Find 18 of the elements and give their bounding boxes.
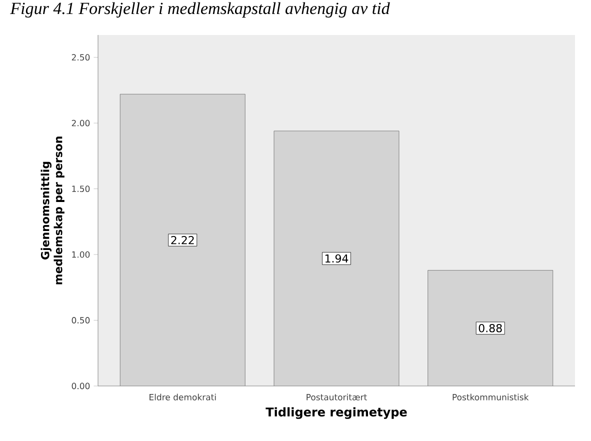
y-tick-label: 1.50 — [72, 186, 90, 192]
y-axis-title: Gjennomsnittlig medlemskap per person — [40, 136, 64, 284]
data-label: 1.94 — [325, 254, 348, 263]
chart-title: Figur 4.1 Forskjeller i medlemskapstall avhengig av tid — [10, 2, 390, 18]
y-tick-label: 0.00 — [72, 382, 90, 390]
bar — [428, 270, 554, 386]
data-label: 2.22 — [171, 236, 194, 244]
data-label: 0.88 — [478, 324, 502, 332]
x-tick-label: Eldre demokrati — [150, 394, 216, 400]
x-tick-label: Postautoritært — [306, 394, 367, 400]
y-tick-label: 2.00 — [72, 120, 90, 126]
x-tick-label: Postkommunistisk — [452, 394, 529, 400]
bar — [120, 94, 246, 386]
bar — [274, 130, 399, 386]
y-tick-label: 2.50 — [72, 54, 90, 61]
x-axis-title: Tidligere regimetype — [266, 407, 407, 419]
y-tick-label: 1.00 — [72, 251, 90, 258]
y-tick-label: 0.50 — [72, 317, 90, 324]
